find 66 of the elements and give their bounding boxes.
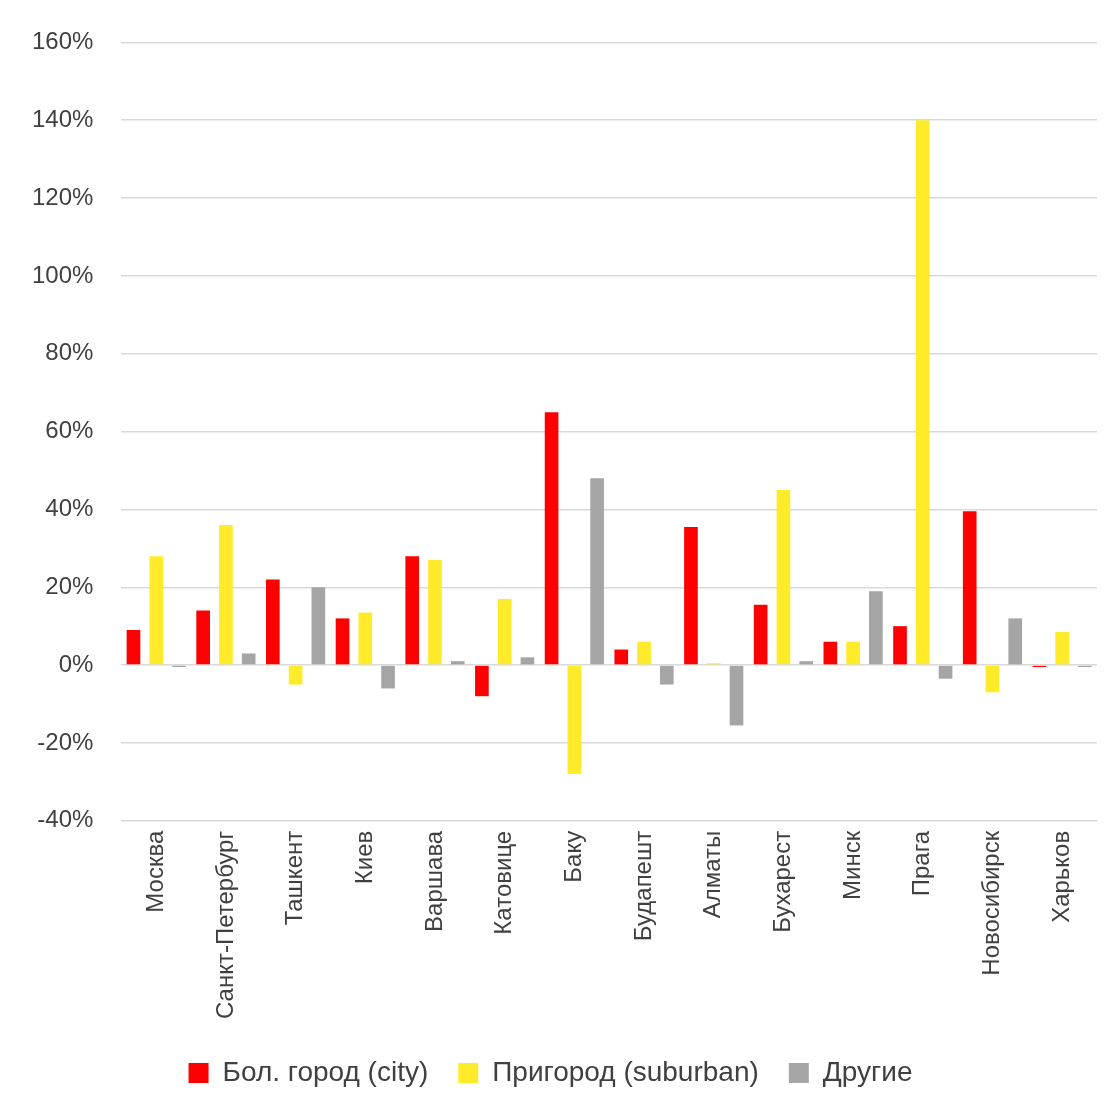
x-tick-label: Бухарест	[768, 830, 796, 933]
x-tick-label: Катовице	[489, 830, 517, 935]
bar	[241, 653, 256, 665]
bar	[288, 665, 303, 685]
bar	[614, 649, 629, 665]
bar	[428, 560, 442, 665]
bar	[938, 665, 953, 679]
bar	[311, 587, 326, 665]
x-tick-label: Будапешт	[628, 830, 656, 942]
bar	[869, 591, 883, 665]
bar	[637, 641, 651, 665]
y-tick-label: 120%	[31, 182, 94, 210]
x-tick-label: Баку	[558, 830, 586, 883]
y-tick-label: -20%	[37, 727, 94, 755]
bar	[846, 641, 860, 665]
bar	[381, 665, 395, 689]
bar	[823, 641, 838, 665]
bar	[358, 612, 373, 665]
x-tick-label: Москва	[140, 830, 168, 913]
bar	[1008, 618, 1023, 665]
bar	[335, 618, 350, 665]
bar	[405, 556, 420, 665]
bar	[497, 598, 512, 665]
bar	[266, 579, 280, 665]
y-tick-label: 160%	[31, 27, 94, 55]
y-tick-label: 80%	[45, 338, 94, 366]
x-tick-label: Минск	[837, 830, 865, 900]
bar	[915, 120, 930, 665]
x-tick-label: Харьков	[1046, 830, 1074, 923]
y-tick-label: 60%	[45, 416, 94, 444]
bar	[196, 610, 210, 665]
x-tick-label: Киев	[349, 830, 377, 885]
x-tick-label: Алматы	[698, 830, 726, 919]
bar	[753, 604, 768, 665]
bar	[149, 556, 164, 665]
bar	[985, 665, 1000, 693]
y-tick-label: 0%	[58, 649, 94, 677]
x-tick-label: Ташкент	[280, 830, 308, 926]
bar	[520, 657, 535, 665]
y-tick-label: 20%	[45, 571, 94, 599]
x-tick-label: Новосибирск	[977, 830, 1005, 976]
x-tick-label: Прага	[907, 830, 935, 897]
bar	[659, 665, 674, 685]
bar	[450, 661, 465, 665]
y-tick-label: 100%	[31, 260, 94, 288]
bar	[1055, 632, 1069, 665]
bar	[475, 665, 489, 697]
y-tick-label: -40%	[37, 805, 94, 833]
bar	[219, 524, 233, 665]
legend-label: Пригород (suburban)	[492, 1055, 759, 1087]
legend-label: Другие	[822, 1055, 913, 1087]
bar	[684, 526, 698, 665]
bar	[544, 412, 559, 665]
bar	[799, 661, 813, 665]
bar	[893, 626, 907, 665]
legend-label: Бол. город (city)	[222, 1055, 429, 1087]
bar	[729, 665, 744, 726]
x-tick-label: Санкт-Петербург	[210, 830, 238, 1020]
y-tick-label: 140%	[31, 104, 94, 132]
bar	[567, 665, 582, 775]
bar	[962, 511, 977, 665]
x-tick-label: Варшава	[419, 830, 447, 932]
bar	[126, 630, 141, 665]
y-tick-label: 40%	[45, 494, 94, 522]
bar	[776, 489, 791, 665]
bar	[590, 478, 604, 665]
